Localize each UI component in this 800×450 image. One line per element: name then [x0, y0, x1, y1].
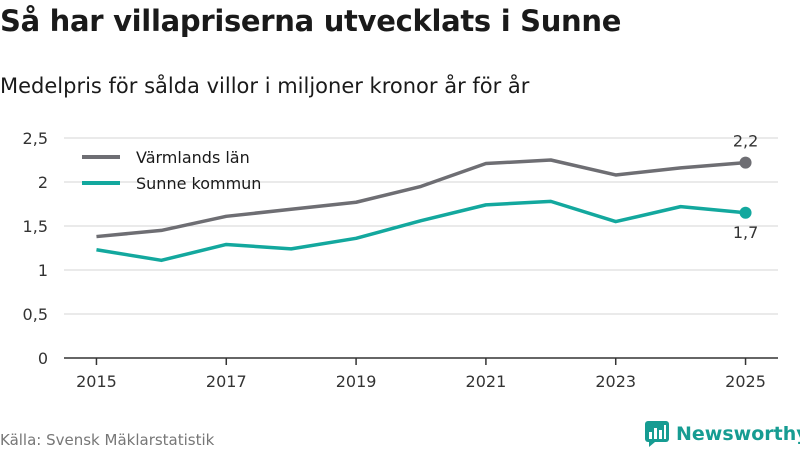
y-tick-label: 0: [38, 349, 48, 368]
x-tick-label: 2015: [76, 372, 117, 391]
legend-label: Sunne kommun: [136, 174, 261, 193]
series-line-varmlands-lan: [96, 158, 746, 239]
y-tick-label: 0,5: [23, 305, 48, 324]
x-tick-label: 2017: [206, 372, 247, 391]
end-point-marker: [739, 206, 752, 219]
legend: Värmlands län Sunne kommun: [82, 148, 261, 193]
x-tick-label: 2025: [725, 372, 766, 391]
series-lines: 2,2 1,7: [96, 132, 758, 263]
grid-lines: [64, 137, 778, 315]
x-tick-label: 2021: [466, 372, 507, 391]
series-line-sunne-kommun: [96, 199, 746, 263]
chart-title: Så har villapriserna utvecklats i Sunne: [0, 4, 622, 38]
end-point-marker: [739, 156, 752, 169]
y-tick-label: 1: [38, 261, 48, 280]
end-value-label: 2,2: [733, 132, 758, 151]
y-tick-label: 2: [38, 173, 48, 192]
y-axis-ticks: 0 0,5 1 1,5 2 2,5: [23, 129, 48, 368]
newsworthy-icon: [645, 421, 669, 447]
newsworthy-logo[interactable]: Newsworthy: [644, 420, 800, 448]
x-tick-label: 2023: [595, 372, 636, 391]
source-note: Källa: Svensk Mäklarstatistik: [0, 431, 215, 449]
x-axis: 2015 2017 2019 2021 2023 2025: [64, 357, 778, 391]
x-tick-label: 2019: [336, 372, 377, 391]
brand-name: Newsworthy: [676, 423, 800, 445]
end-value-label: 1,7: [733, 223, 758, 242]
chart-subtitle: Medelpris för sålda villor i miljoner kr…: [0, 74, 530, 98]
y-tick-label: 2,5: [23, 129, 48, 148]
y-tick-label: 1,5: [23, 217, 48, 236]
legend-label: Värmlands län: [136, 148, 250, 167]
